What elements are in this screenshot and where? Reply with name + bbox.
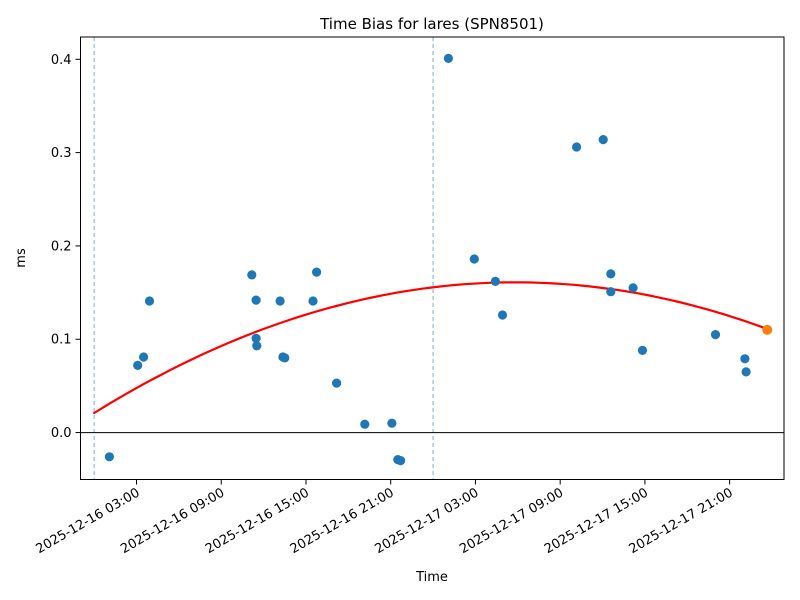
data-point	[251, 333, 261, 343]
x-axis-label: Time	[415, 570, 448, 585]
data-point	[312, 267, 322, 277]
data-point	[741, 367, 751, 377]
latest-data-point	[762, 324, 773, 335]
y-tick-label: 0.0	[51, 426, 72, 441]
data-point	[252, 341, 262, 351]
y-tick-label: 0.1	[51, 333, 72, 348]
data-point	[572, 142, 582, 152]
data-point	[308, 296, 318, 306]
fit-curve	[93, 281, 769, 415]
data-point	[360, 419, 370, 429]
data-point	[740, 354, 750, 364]
data-point	[275, 296, 285, 306]
data-point	[606, 287, 616, 297]
data-point	[396, 456, 406, 466]
y-axis-label: ms	[14, 248, 29, 268]
plot-background	[80, 37, 784, 480]
data-point	[144, 296, 155, 306]
data-point	[469, 254, 479, 264]
data-point	[628, 283, 638, 293]
data-point	[443, 53, 453, 64]
data-point	[387, 418, 397, 428]
axes-spines	[80, 36, 785, 480]
data-point	[598, 135, 608, 145]
chart-title: Time Bias for lares (SPN8501)	[319, 15, 544, 33]
data-point	[104, 452, 114, 462]
data-point	[637, 345, 648, 355]
data-point	[332, 378, 342, 388]
y-tick-label: 0.3	[51, 146, 72, 161]
data-point	[133, 360, 143, 370]
data-point	[497, 310, 508, 320]
y-tick-label: 0.2	[51, 239, 72, 254]
data-point	[490, 276, 500, 286]
data-point	[280, 353, 290, 363]
y-tick-label: 0.4	[51, 53, 72, 68]
data-point	[606, 269, 616, 279]
data-point	[139, 352, 149, 362]
data-point	[247, 270, 257, 280]
data-point	[710, 330, 721, 340]
data-point	[251, 295, 261, 305]
